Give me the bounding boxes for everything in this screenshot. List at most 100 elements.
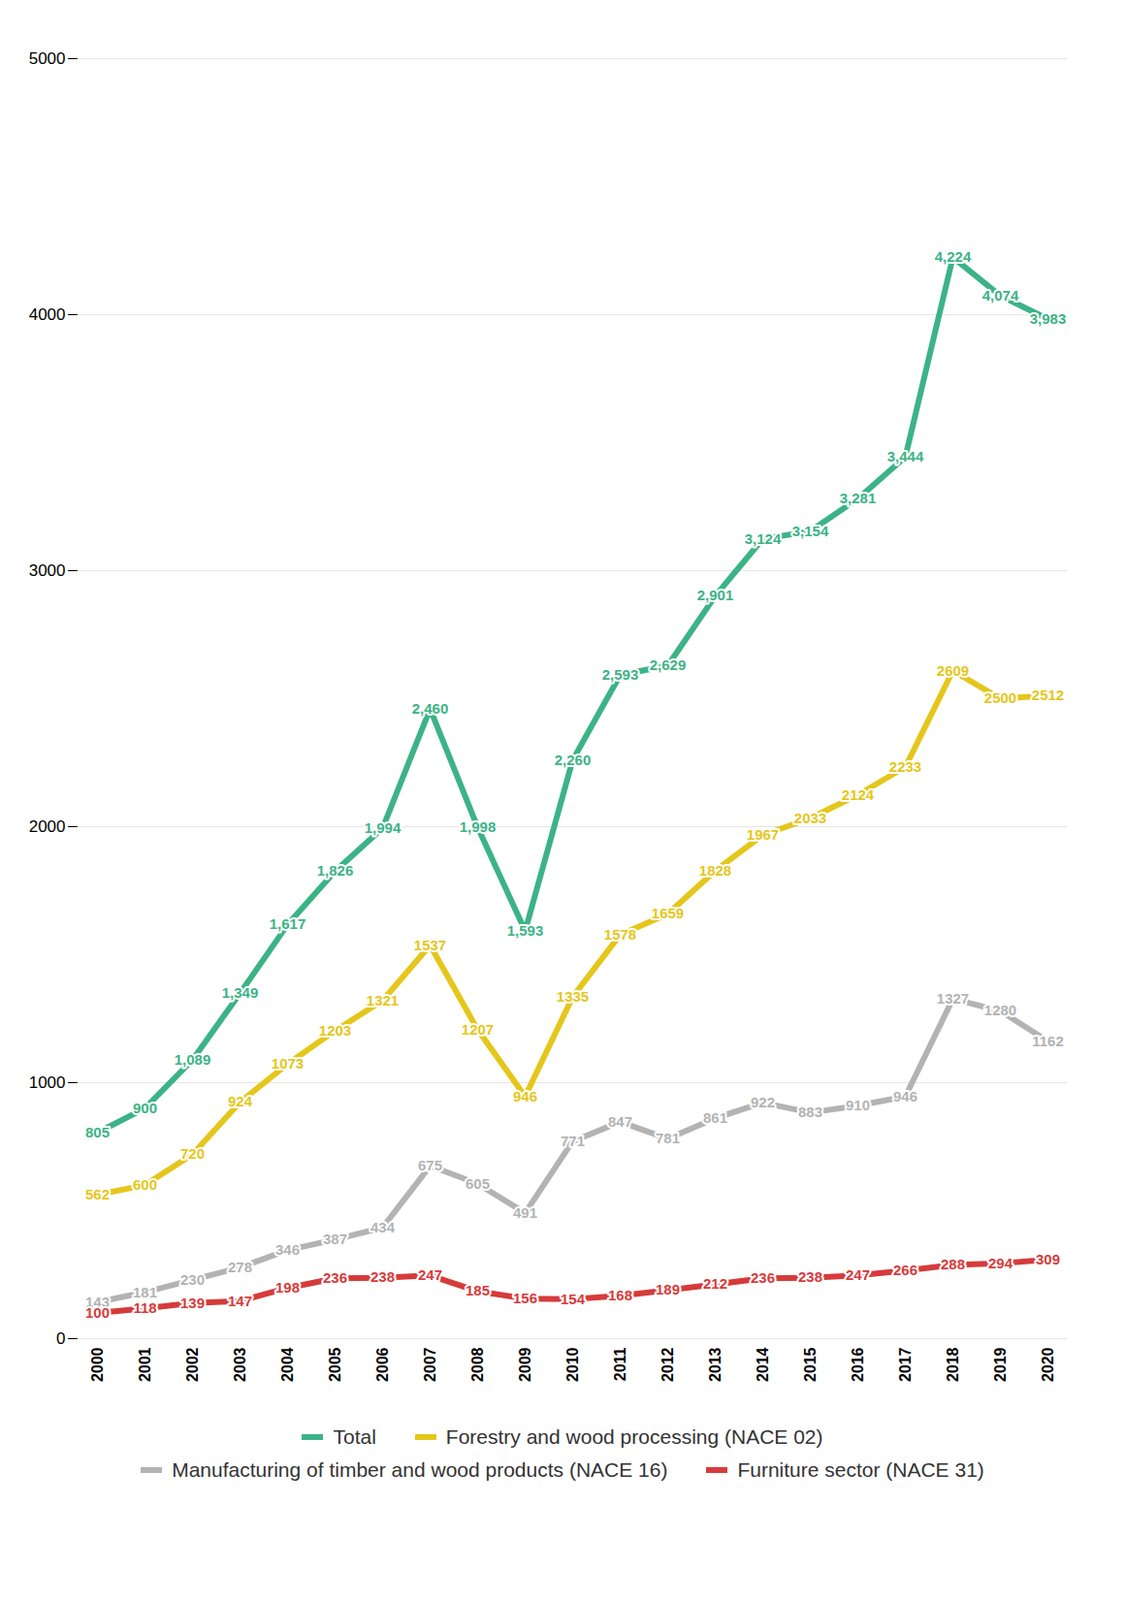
svg-text:491: 491	[513, 1204, 538, 1222]
svg-text:2233: 2233	[889, 758, 922, 775]
svg-text:198: 198	[275, 1279, 300, 1296]
svg-text:1537: 1537	[414, 936, 447, 954]
svg-text:0: 0	[56, 1329, 65, 1349]
svg-text:168: 168	[608, 1286, 633, 1304]
svg-text:3,154: 3,154	[792, 522, 830, 540]
svg-text:946: 946	[513, 1088, 538, 1105]
svg-text:1000: 1000	[29, 1073, 66, 1093]
svg-text:1327: 1327	[936, 990, 969, 1007]
svg-text:147: 147	[227, 1291, 253, 1309]
svg-text:2010: 2010	[564, 1347, 581, 1383]
svg-text:1,617: 1,617	[269, 915, 307, 933]
svg-text:266: 266	[893, 1261, 918, 1279]
svg-text:1,826: 1,826	[317, 862, 354, 879]
svg-text:675: 675	[417, 1157, 443, 1174]
svg-text:1967: 1967	[746, 826, 779, 843]
svg-text:562: 562	[85, 1186, 110, 1203]
svg-text:1207: 1207	[461, 1021, 494, 1038]
svg-text:600: 600	[132, 1176, 158, 1193]
svg-text:185: 185	[465, 1282, 490, 1299]
svg-text:781: 781	[655, 1129, 680, 1147]
svg-text:230: 230	[180, 1271, 205, 1288]
svg-text:1,994: 1,994	[364, 819, 402, 836]
svg-text:2005: 2005	[326, 1347, 344, 1383]
svg-text:236: 236	[750, 1269, 775, 1286]
svg-text:1,349: 1,349	[222, 984, 259, 1001]
svg-text:946: 946	[893, 1088, 918, 1105]
svg-text:4,224: 4,224	[934, 248, 972, 265]
svg-text:922: 922	[750, 1093, 775, 1111]
svg-text:2020: 2020	[1039, 1347, 1057, 1383]
svg-text:1203: 1203	[319, 1022, 352, 1039]
svg-text:1659: 1659	[651, 904, 684, 922]
svg-text:847: 847	[608, 1113, 633, 1130]
svg-text:247: 247	[417, 1266, 443, 1284]
svg-text:1,593: 1,593	[507, 922, 545, 939]
svg-text:2019: 2019	[992, 1347, 1009, 1383]
svg-text:2013: 2013	[707, 1347, 724, 1383]
svg-text:2000: 2000	[29, 817, 66, 836]
svg-text:2,629: 2,629	[649, 656, 687, 674]
svg-text:118: 118	[132, 1299, 157, 1317]
svg-text:3,124: 3,124	[744, 530, 782, 547]
svg-text:1,998: 1,998	[459, 818, 497, 836]
svg-text:236: 236	[322, 1269, 348, 1286]
svg-text:605: 605	[465, 1175, 490, 1192]
svg-text:346: 346	[275, 1241, 300, 1258]
svg-text:139: 139	[180, 1294, 205, 1312]
svg-text:2006: 2006	[374, 1347, 391, 1383]
svg-text:2,593: 2,593	[602, 666, 640, 683]
svg-text:294: 294	[988, 1254, 1014, 1272]
svg-text:189: 189	[655, 1281, 680, 1298]
svg-text:1335: 1335	[556, 988, 589, 1005]
svg-text:309: 309	[1035, 1251, 1061, 1268]
svg-text:4,074: 4,074	[982, 287, 1020, 304]
svg-text:3,281: 3,281	[839, 489, 877, 507]
svg-text:2500: 2500	[984, 689, 1017, 707]
svg-text:861: 861	[703, 1109, 728, 1126]
svg-text:2,901: 2,901	[697, 586, 735, 604]
svg-text:212: 212	[703, 1275, 728, 1292]
svg-text:2124: 2124	[841, 786, 875, 804]
svg-text:2012: 2012	[659, 1347, 676, 1383]
svg-text:1578: 1578	[604, 926, 637, 943]
svg-text:2018: 2018	[944, 1347, 962, 1383]
svg-text:5000: 5000	[29, 49, 66, 68]
svg-text:1321: 1321	[366, 992, 399, 1009]
svg-text:4000: 4000	[29, 305, 66, 324]
svg-text:900: 900	[132, 1099, 158, 1117]
svg-text:2000: 2000	[89, 1347, 106, 1383]
svg-text:1280: 1280	[984, 1001, 1017, 1019]
svg-text:434: 434	[370, 1219, 396, 1236]
svg-text:2,260: 2,260	[554, 751, 592, 769]
svg-text:2007: 2007	[421, 1347, 439, 1383]
svg-text:247: 247	[845, 1266, 870, 1284]
svg-text:1828: 1828	[699, 862, 732, 879]
svg-text:238: 238	[798, 1268, 823, 1286]
svg-text:2015: 2015	[802, 1347, 819, 1383]
svg-text:2017: 2017	[897, 1347, 914, 1383]
svg-text:2009: 2009	[516, 1347, 534, 1383]
svg-text:2004: 2004	[279, 1347, 296, 1383]
svg-text:2033: 2033	[794, 809, 827, 827]
svg-text:2014: 2014	[754, 1347, 772, 1383]
svg-text:2,460: 2,460	[412, 700, 450, 717]
svg-text:883: 883	[798, 1103, 823, 1121]
svg-text:2609: 2609	[936, 662, 969, 679]
svg-text:720: 720	[180, 1145, 205, 1162]
svg-text:3,444: 3,444	[887, 448, 925, 465]
svg-text:3000: 3000	[29, 561, 66, 580]
svg-text:910: 910	[845, 1096, 870, 1114]
svg-text:181: 181	[132, 1284, 158, 1301]
svg-text:771: 771	[560, 1132, 585, 1150]
svg-text:2011: 2011	[611, 1347, 629, 1382]
svg-text:1,089: 1,089	[174, 1051, 212, 1068]
svg-text:238: 238	[370, 1268, 395, 1286]
svg-text:2512: 2512	[1031, 686, 1064, 704]
svg-text:100: 100	[85, 1304, 110, 1321]
svg-text:156: 156	[513, 1289, 538, 1307]
svg-text:1162: 1162	[1031, 1032, 1064, 1050]
svg-text:154: 154	[560, 1290, 586, 1308]
svg-text:387: 387	[322, 1230, 348, 1248]
svg-text:288: 288	[940, 1255, 965, 1273]
